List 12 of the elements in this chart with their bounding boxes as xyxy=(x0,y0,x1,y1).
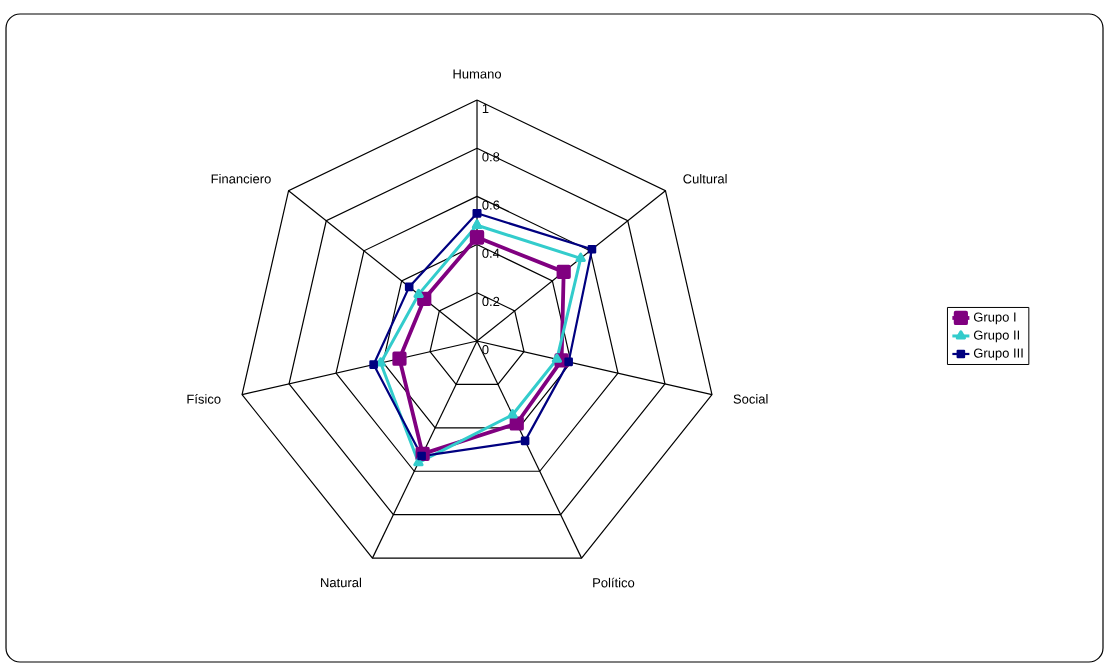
spoke-label: Cultural xyxy=(683,173,727,184)
spoke-label: Financiero xyxy=(211,173,271,184)
spoke-label: Político xyxy=(593,577,635,588)
legend-label: Grupo III xyxy=(973,348,1023,361)
y-tick-label: 1 xyxy=(482,104,489,114)
legend-label: Grupo II xyxy=(973,330,1020,343)
spoke-label: Social xyxy=(733,394,768,404)
y-tick-label: 0 xyxy=(482,345,489,355)
spoke-label: Natural xyxy=(321,577,361,588)
spoke-label: Humano xyxy=(453,69,502,79)
legend-label: Grupo I xyxy=(973,312,1016,325)
spoke-label: Físico xyxy=(187,394,221,404)
